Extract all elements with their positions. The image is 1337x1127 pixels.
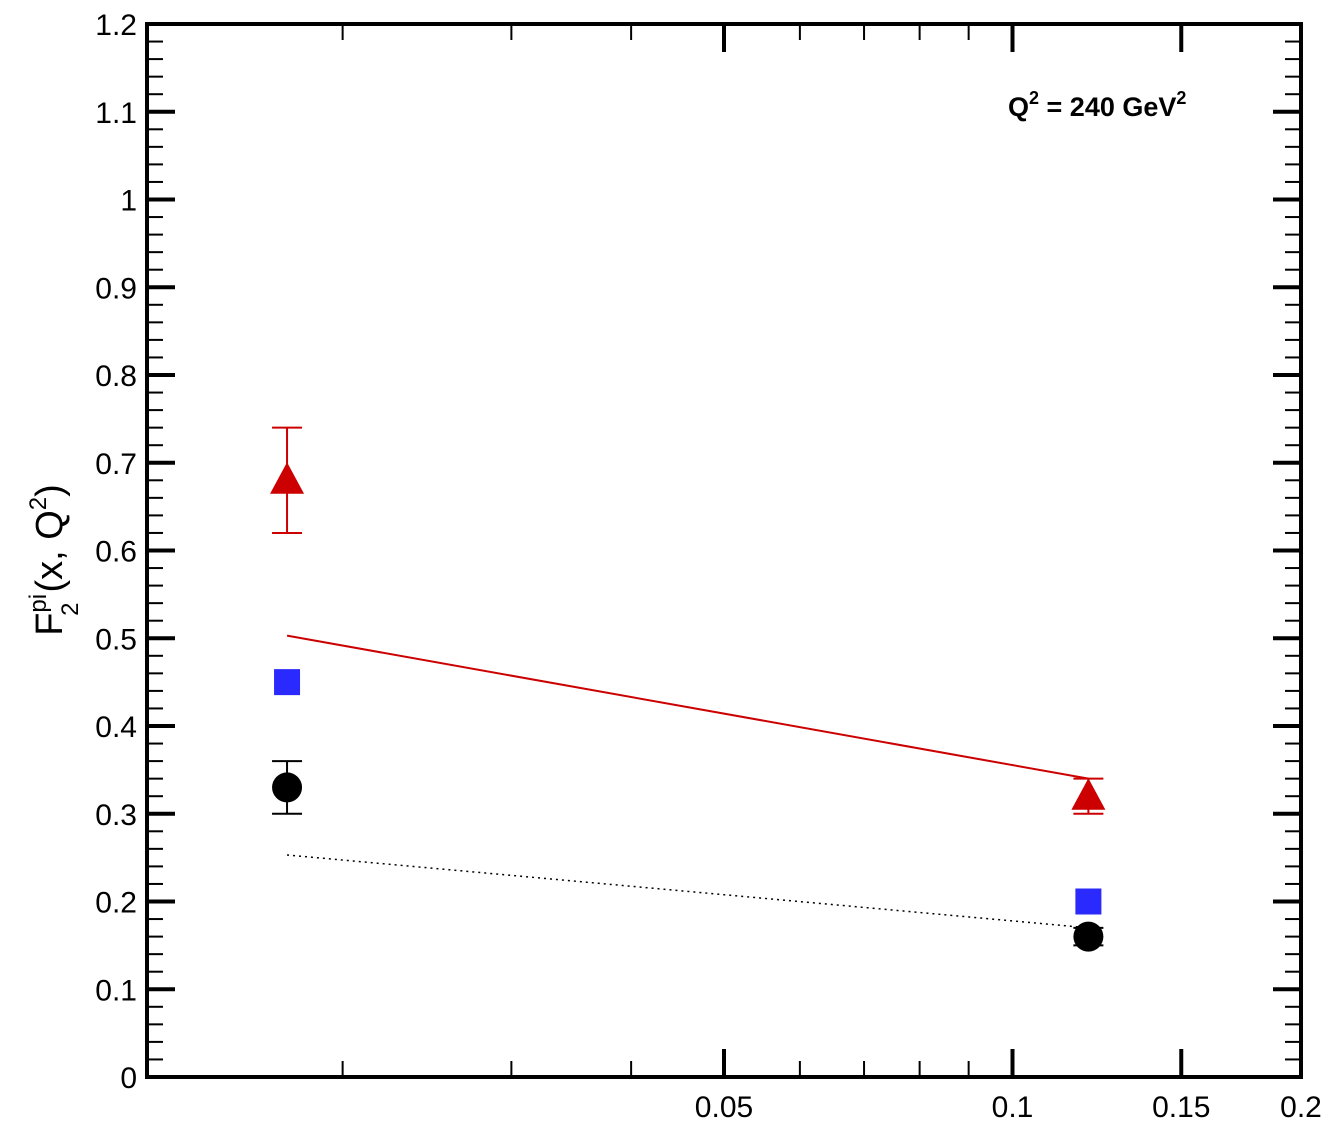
- x-tick-label: 0.05: [695, 1091, 753, 1124]
- solid-line: [286, 634, 1089, 780]
- y-tick-label: 0: [120, 1062, 137, 1095]
- q2-annotation: Q2 = 240 GeV2: [1008, 88, 1186, 122]
- y-tick-label: 1.2: [95, 9, 137, 42]
- circle-marker: [272, 772, 303, 803]
- x-tick-label: 0.2: [1280, 1091, 1322, 1124]
- annotation-sup1: 2: [1029, 88, 1039, 108]
- annotation-prefix: Q: [1008, 92, 1029, 122]
- y-tick-label: 0.2: [95, 887, 137, 920]
- circle-marker: [1073, 921, 1104, 952]
- y-label-sub: 2: [57, 603, 84, 616]
- y-tick-label: 0.6: [95, 536, 137, 569]
- fit-lines: [286, 634, 1089, 929]
- y-label-args-close: ): [29, 484, 71, 497]
- triangle-marker: [1071, 778, 1106, 810]
- y-tick-label: 0.7: [95, 448, 137, 481]
- x-tick-labels: 0.05 0.1 0.15 0.2: [695, 1091, 1322, 1124]
- y-tick-label: 1.1: [95, 97, 137, 130]
- y-label-main: F: [29, 613, 71, 636]
- x-tick-label: 0.1: [992, 1091, 1034, 1124]
- data-markers: [270, 462, 1106, 952]
- y-axis-label: Fpi 2(x, Q2): [25, 484, 84, 636]
- y-tick-label: 0.9: [95, 272, 137, 305]
- y-tick-label: 0.4: [95, 711, 137, 744]
- y-label-args-sup: 2: [25, 497, 52, 510]
- y-tick-label: 0.8: [95, 360, 137, 393]
- y-tick-label: 1: [120, 185, 137, 218]
- triangle-marker: [270, 462, 305, 494]
- axis-ticks: [147, 22, 1303, 1079]
- y-tick-label: 0.1: [95, 974, 137, 1007]
- square-marker: [1075, 888, 1102, 915]
- annotation-middle: = 240 GeV: [1039, 92, 1176, 122]
- error-bars: [272, 426, 1104, 947]
- y-label-sup: pi: [25, 594, 52, 613]
- x-tick-label: 0.15: [1152, 1091, 1210, 1124]
- square-marker: [274, 669, 301, 696]
- y-label-args: (x, Q: [29, 510, 71, 592]
- plot-frame: [145, 22, 1303, 1079]
- y-tick-label: 0.3: [95, 799, 137, 832]
- annotation-sup2: 2: [1176, 88, 1186, 108]
- y-tick-labels: 0 0.1 0.2 0.3 0.4 0.5 0.6 0.7 0.8 0.9 1 1.1 1.2: [95, 9, 137, 1095]
- dotted-line: [286, 854, 1089, 929]
- y-tick-label: 0.5: [95, 623, 137, 656]
